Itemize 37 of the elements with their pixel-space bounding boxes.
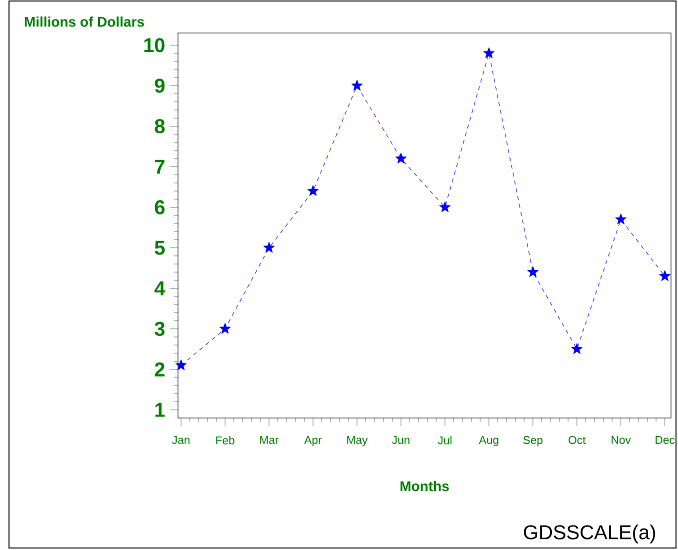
x-axis-title: Months — [400, 480, 449, 492]
point — [307, 185, 319, 196]
x-tick-label: Jun — [392, 436, 410, 444]
point — [175, 359, 187, 370]
y-axis-title: Millions of Dollars — [24, 16, 144, 27]
text: GDSSCALE(a) — [524, 524, 656, 544]
x-tick-label: Jul — [438, 436, 452, 444]
point — [263, 242, 275, 253]
point — [439, 201, 451, 212]
y-tick-label: 1 — [155, 403, 165, 417]
x-tick-label: Apr — [304, 436, 322, 446]
y-tick-label: 10 — [144, 38, 164, 52]
y-tick-label: 3 — [154, 322, 165, 336]
y-tick-label: 8 — [154, 119, 165, 134]
point — [571, 343, 582, 354]
point — [395, 152, 407, 164]
x-tick-label: Sep — [523, 436, 543, 446]
point — [483, 47, 495, 58]
y-tick-label: 2 — [154, 362, 164, 376]
point — [527, 266, 539, 277]
point — [615, 214, 626, 224]
y-tick-label: 6 — [154, 200, 165, 214]
point — [351, 80, 363, 90]
x-tick-label: Nov — [612, 436, 631, 444]
x-tick-label: Jan — [172, 436, 190, 444]
x-tick-label: Dec — [656, 436, 675, 444]
point — [659, 270, 670, 281]
x-tick-label: Mar — [260, 436, 279, 444]
y-tick-label: 9 — [154, 78, 165, 93]
point — [219, 322, 231, 334]
y-tick-label: 7 — [155, 160, 164, 174]
y-tick-label: 4 — [154, 281, 166, 296]
x-tick-label: May — [347, 436, 368, 446]
x-tick-label: Feb — [216, 436, 234, 444]
x-tick-label: Aug — [478, 436, 498, 446]
y-tick-label: 5 — [154, 240, 165, 255]
x-tick-label: Oct — [568, 436, 586, 444]
